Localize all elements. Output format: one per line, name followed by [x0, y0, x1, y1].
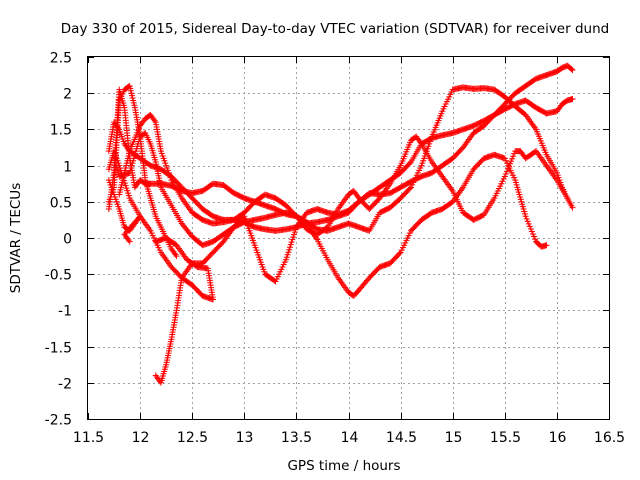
- data-point: [282, 256, 289, 263]
- data-point: [288, 239, 295, 246]
- x-tick-label: 12: [132, 430, 150, 446]
- data-point: [121, 180, 128, 187]
- data-point: [172, 251, 179, 258]
- x-tick-labels: 11.5 12 12.5 13 13.5 14 14.5 15 15.5 16 16.5: [73, 430, 625, 446]
- data-point: [569, 204, 576, 211]
- x-tick-label: 15: [445, 430, 463, 446]
- data-point: [526, 223, 533, 230]
- data-point: [569, 67, 576, 74]
- data-point: [406, 185, 413, 192]
- data-point: [523, 215, 530, 222]
- y-tick-labels: -2.5 -2 -1.5 -1 -0.5 0 0.5 1 1.5 2 2.5: [45, 51, 72, 429]
- y-tick-label: -0.5: [45, 268, 72, 284]
- data-point: [543, 242, 550, 249]
- data-points: [105, 62, 576, 386]
- grid: [88, 57, 609, 419]
- data-point: [126, 238, 133, 245]
- data-point: [122, 182, 129, 189]
- data-point: [505, 163, 512, 170]
- y-tick-label: 0: [63, 232, 72, 248]
- data-point: [287, 241, 294, 248]
- y-tick-label: -1.5: [45, 341, 72, 357]
- data-point: [530, 233, 537, 240]
- data-point: [285, 249, 292, 256]
- data-point: [528, 228, 535, 235]
- x-tick-label: 14.5: [386, 430, 417, 446]
- data-point: [283, 254, 290, 261]
- series-track-4: [105, 148, 217, 303]
- x-tick-label: 16: [549, 430, 567, 446]
- x-tick-label: 15.5: [490, 430, 521, 446]
- data-point: [501, 173, 508, 180]
- data-point: [504, 165, 511, 172]
- data-point: [286, 246, 293, 253]
- data-point: [510, 153, 517, 160]
- x-tick-label: 12.5: [177, 430, 208, 446]
- data-point: [286, 244, 293, 251]
- y-tick-label: 0.5: [50, 196, 72, 212]
- data-point: [569, 95, 576, 102]
- data-point: [522, 213, 529, 220]
- data-point: [290, 234, 297, 241]
- x-tick-label: 11.5: [73, 430, 104, 446]
- y-tick-label: 1.5: [50, 123, 72, 139]
- data-point: [524, 218, 531, 225]
- data-point: [527, 225, 534, 232]
- data-point: [509, 155, 516, 162]
- y-tick-label: 2: [63, 87, 72, 103]
- data-point: [284, 251, 291, 258]
- data-point: [125, 192, 132, 199]
- data-point: [507, 160, 514, 167]
- data-point: [503, 168, 510, 175]
- data-point: [564, 195, 571, 202]
- x-tick-label: 16.5: [594, 430, 625, 446]
- data-point: [173, 253, 180, 260]
- data-point: [116, 162, 123, 169]
- y-axis-label: SDTVAR / TECUs: [8, 183, 24, 293]
- x-tick-label: 13: [236, 430, 254, 446]
- data-point: [568, 66, 575, 73]
- data-point: [124, 187, 131, 194]
- data-point: [151, 117, 158, 124]
- data-point: [125, 190, 132, 197]
- x-tick-label: 13.5: [281, 430, 312, 446]
- data-point: [525, 220, 532, 227]
- x-axis-label: GPS time / hours: [287, 458, 400, 474]
- data-point: [289, 236, 296, 243]
- chart-title: Day 330 of 2015, Sidereal Day-to-day VTE…: [61, 21, 609, 37]
- data-point: [508, 158, 515, 165]
- data-point: [406, 160, 413, 167]
- series-track-6: [116, 62, 576, 234]
- data-point: [396, 250, 403, 257]
- y-tick-label: 2.5: [50, 51, 72, 67]
- data-point: [502, 170, 509, 177]
- data-point: [117, 165, 124, 172]
- y-tick-label: -1: [58, 304, 72, 320]
- x-tick-label: 14: [341, 430, 359, 446]
- plot-frame: [87, 56, 610, 420]
- y-tick-label: -2: [58, 377, 72, 393]
- data-point: [152, 238, 159, 245]
- data-point: [532, 236, 539, 243]
- series-track-8: [105, 177, 144, 245]
- data-point: [123, 185, 130, 192]
- y-tick-label: -2.5: [45, 413, 72, 429]
- data-point: [529, 231, 536, 238]
- y-tick-label: 1: [63, 160, 72, 176]
- data-point: [125, 237, 132, 244]
- data-point: [290, 231, 297, 238]
